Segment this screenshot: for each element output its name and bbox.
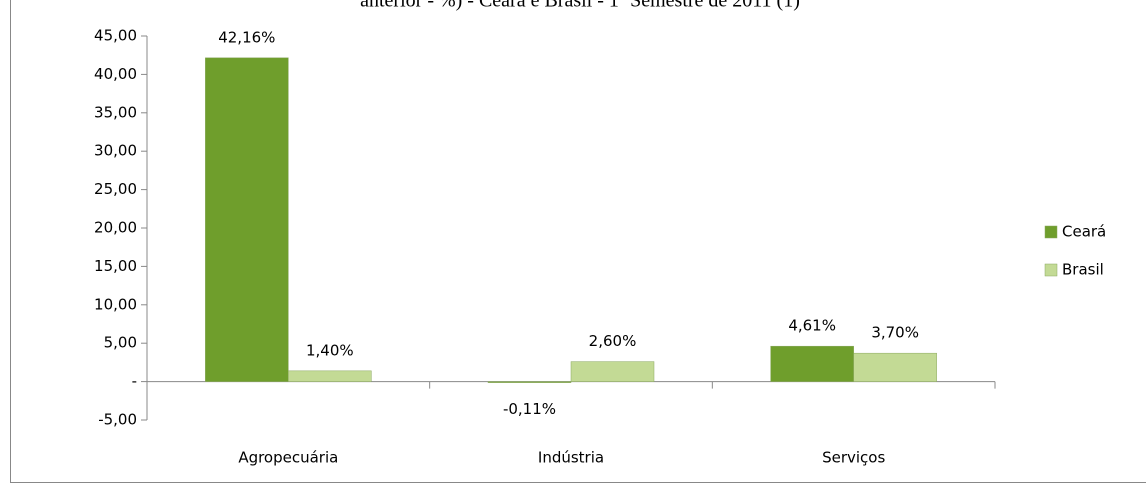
y-tick-label: 5,00	[104, 334, 137, 352]
y-tick-label: -	[132, 372, 137, 390]
y-tick-label: 35,00	[94, 103, 137, 121]
legend-swatch	[1044, 225, 1058, 239]
legend-label: Brasil	[1062, 261, 1104, 279]
x-tick-label: Serviços	[822, 449, 885, 467]
x-tick-label: Agropecuária	[238, 449, 338, 467]
value-label: 3,70%	[871, 324, 919, 342]
y-tick-label: 15,00	[94, 257, 137, 275]
y-tick-label: 40,00	[94, 65, 137, 83]
bar	[570, 361, 655, 382]
value-label: 4,61%	[788, 317, 836, 335]
y-tick-label: 25,00	[94, 180, 137, 198]
bar	[487, 381, 572, 383]
y-tick-label: 10,00	[94, 295, 137, 313]
value-label: 1,40%	[306, 341, 354, 359]
chart-title: anterior - %) - Ceará e Brasil - 1º Seme…	[360, 0, 800, 12]
bar	[853, 352, 937, 382]
y-tick-label: -5,00	[98, 411, 137, 429]
legend-swatch	[1044, 263, 1058, 277]
value-label: 2,60%	[589, 332, 637, 350]
bar	[288, 370, 372, 382]
value-label: -0,11%	[503, 400, 556, 418]
legend-label: Ceará	[1062, 223, 1106, 241]
value-label: 42,16%	[218, 28, 275, 46]
x-tick-label: Indústria	[538, 449, 604, 467]
bar	[770, 345, 854, 382]
y-tick-label: 20,00	[94, 219, 137, 237]
y-tick-label: 30,00	[94, 142, 137, 160]
y-tick-label: 45,00	[94, 27, 137, 45]
bar	[205, 57, 289, 382]
